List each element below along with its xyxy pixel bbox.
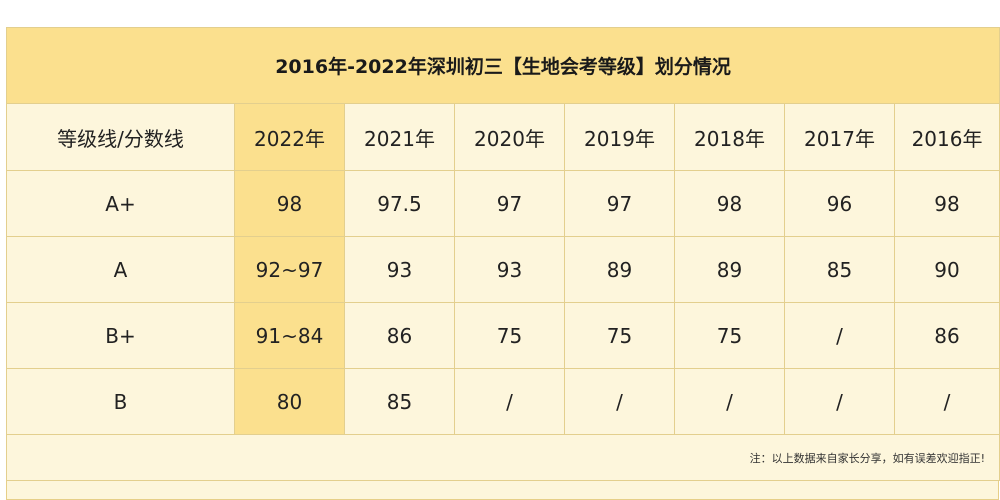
header-row: 等级线/分数线 2022年 2021年 2020年 2019年 2018年 20… (6, 103, 1000, 171)
score-cell: / (674, 368, 785, 435)
grade-cell: A+ (6, 170, 235, 237)
score-cell: / (564, 368, 675, 435)
table-row: A 92~97 93 93 89 89 85 90 (6, 236, 1000, 303)
score-cell: 85 (344, 368, 455, 435)
score-cell: 85 (784, 236, 895, 303)
score-cell: 75 (674, 302, 785, 369)
score-cell: / (454, 368, 565, 435)
score-cell: 86 (344, 302, 455, 369)
footnote: 注：以上数据来自家长分享，如有误差欢迎指正! (5, 434, 1000, 481)
score-cell: 97.5 (344, 170, 455, 237)
header-cell-2021: 2021年 (344, 103, 455, 171)
grade-cell: B (6, 368, 235, 435)
title-row: 2016年-2022年深圳初三【生地会考等级】划分情况 (5, 27, 1000, 104)
score-cell: / (893, 368, 1000, 435)
score-cell: 86 (893, 302, 1000, 369)
table-row: A+ 98 97.5 97 97 98 96 98 (6, 170, 1000, 237)
score-cell: 97 (564, 170, 675, 237)
score-cell: 98 (674, 170, 785, 237)
score-cell: 93 (344, 236, 455, 303)
header-cell-2022: 2022年 (234, 103, 345, 171)
header-cell-label: 等级线/分数线 (6, 103, 235, 171)
header-cell-2017: 2017年 (784, 103, 895, 171)
score-cell: 75 (564, 302, 675, 369)
score-cell: / (784, 302, 895, 369)
header-cell-2019: 2019年 (564, 103, 675, 171)
table-title: 2016年-2022年深圳初三【生地会考等级】划分情况 (5, 27, 1000, 104)
score-cell: 89 (564, 236, 675, 303)
grade-cell: B+ (6, 302, 235, 369)
note-row: 注：以上数据来自家长分享，如有误差欢迎指正! (5, 434, 1000, 481)
score-cell: 80 (234, 368, 345, 435)
grade-cell: A (6, 236, 235, 303)
score-cell: / (784, 368, 895, 435)
header-cell-2016: 2016年 (893, 103, 1000, 171)
table-row: B 80 85 / / / / / (6, 368, 1000, 435)
score-cell: 89 (674, 236, 785, 303)
header-cell-2020: 2020年 (454, 103, 565, 171)
score-cell: 75 (454, 302, 565, 369)
score-cell: 98 (234, 170, 345, 237)
score-cell: 92~97 (234, 236, 345, 303)
score-cell: 93 (454, 236, 565, 303)
grade-table: 2016年-2022年深圳初三【生地会考等级】划分情况 等级线/分数线 2022… (5, 27, 1000, 481)
score-cell: 96 (784, 170, 895, 237)
score-cell: 90 (893, 236, 1000, 303)
score-cell: 91~84 (234, 302, 345, 369)
score-cell: 98 (893, 170, 1000, 237)
header-cell-2018: 2018年 (674, 103, 785, 171)
table-row: B+ 91~84 86 75 75 75 / 86 (6, 302, 1000, 369)
score-cell: 97 (454, 170, 565, 237)
